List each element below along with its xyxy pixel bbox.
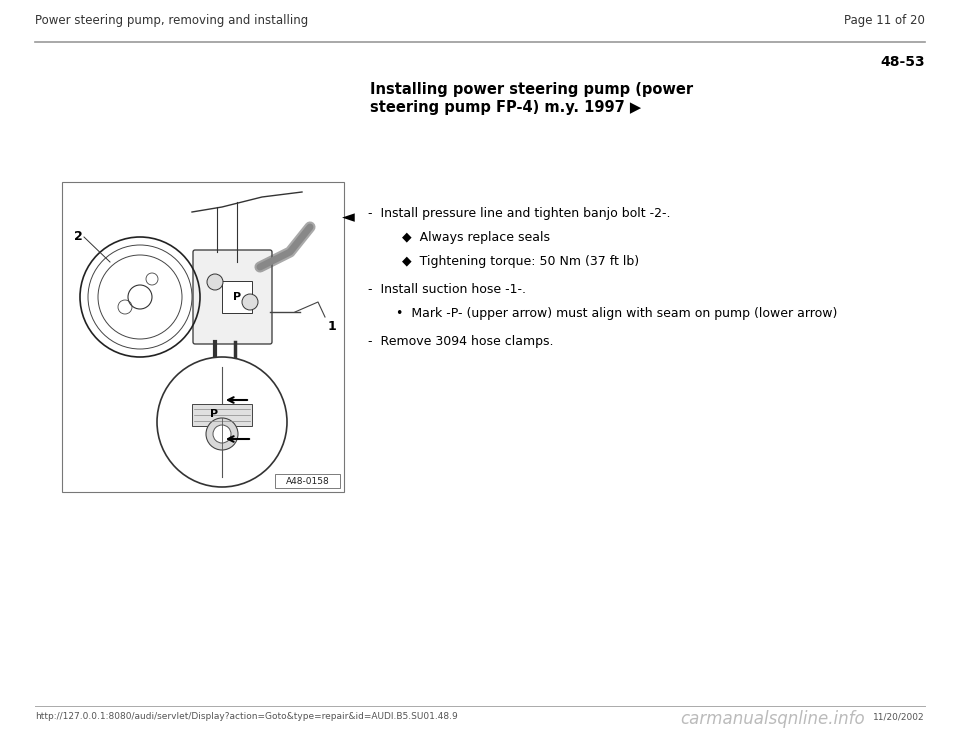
Text: P: P <box>233 292 241 302</box>
Text: Page 11 of 20: Page 11 of 20 <box>844 14 925 27</box>
Text: 48-53: 48-53 <box>880 55 925 69</box>
Text: P: P <box>210 409 218 419</box>
Text: 11/20/2002: 11/20/2002 <box>874 712 925 721</box>
Text: carmanualsqnline.info: carmanualsqnline.info <box>680 710 865 728</box>
Circle shape <box>157 357 287 487</box>
Text: steering pump FP-4) m.y. 1997 ▶: steering pump FP-4) m.y. 1997 ▶ <box>370 100 641 115</box>
Text: ◄: ◄ <box>342 208 355 226</box>
Text: 2: 2 <box>74 230 83 243</box>
Text: 1: 1 <box>328 320 337 333</box>
FancyBboxPatch shape <box>62 182 344 492</box>
Circle shape <box>242 294 258 310</box>
Text: Installing power steering pump (power: Installing power steering pump (power <box>370 82 693 97</box>
Text: -  Install pressure line and tighten banjo bolt -2-.: - Install pressure line and tighten banj… <box>368 207 670 220</box>
Text: http://127.0.0.1:8080/audi/servlet/Display?action=Goto&type=repair&id=AUDI.B5.SU: http://127.0.0.1:8080/audi/servlet/Displ… <box>35 712 458 721</box>
Text: -  Install suction hose -1-.: - Install suction hose -1-. <box>368 283 526 296</box>
Circle shape <box>213 425 231 443</box>
Text: •  Mark -P- (upper arrow) must align with seam on pump (lower arrow): • Mark -P- (upper arrow) must align with… <box>396 307 837 320</box>
FancyBboxPatch shape <box>193 250 272 344</box>
Text: -  Remove 3094 hose clamps.: - Remove 3094 hose clamps. <box>368 335 554 348</box>
Text: ◆  Tightening torque: 50 Nm (37 ft lb): ◆ Tightening torque: 50 Nm (37 ft lb) <box>402 255 639 268</box>
FancyBboxPatch shape <box>275 474 340 488</box>
Circle shape <box>207 274 223 290</box>
Text: Power steering pump, removing and installing: Power steering pump, removing and instal… <box>35 14 308 27</box>
Text: A48-0158: A48-0158 <box>286 476 329 485</box>
Circle shape <box>206 418 238 450</box>
FancyBboxPatch shape <box>192 404 252 426</box>
Text: ◆  Always replace seals: ◆ Always replace seals <box>402 231 550 244</box>
